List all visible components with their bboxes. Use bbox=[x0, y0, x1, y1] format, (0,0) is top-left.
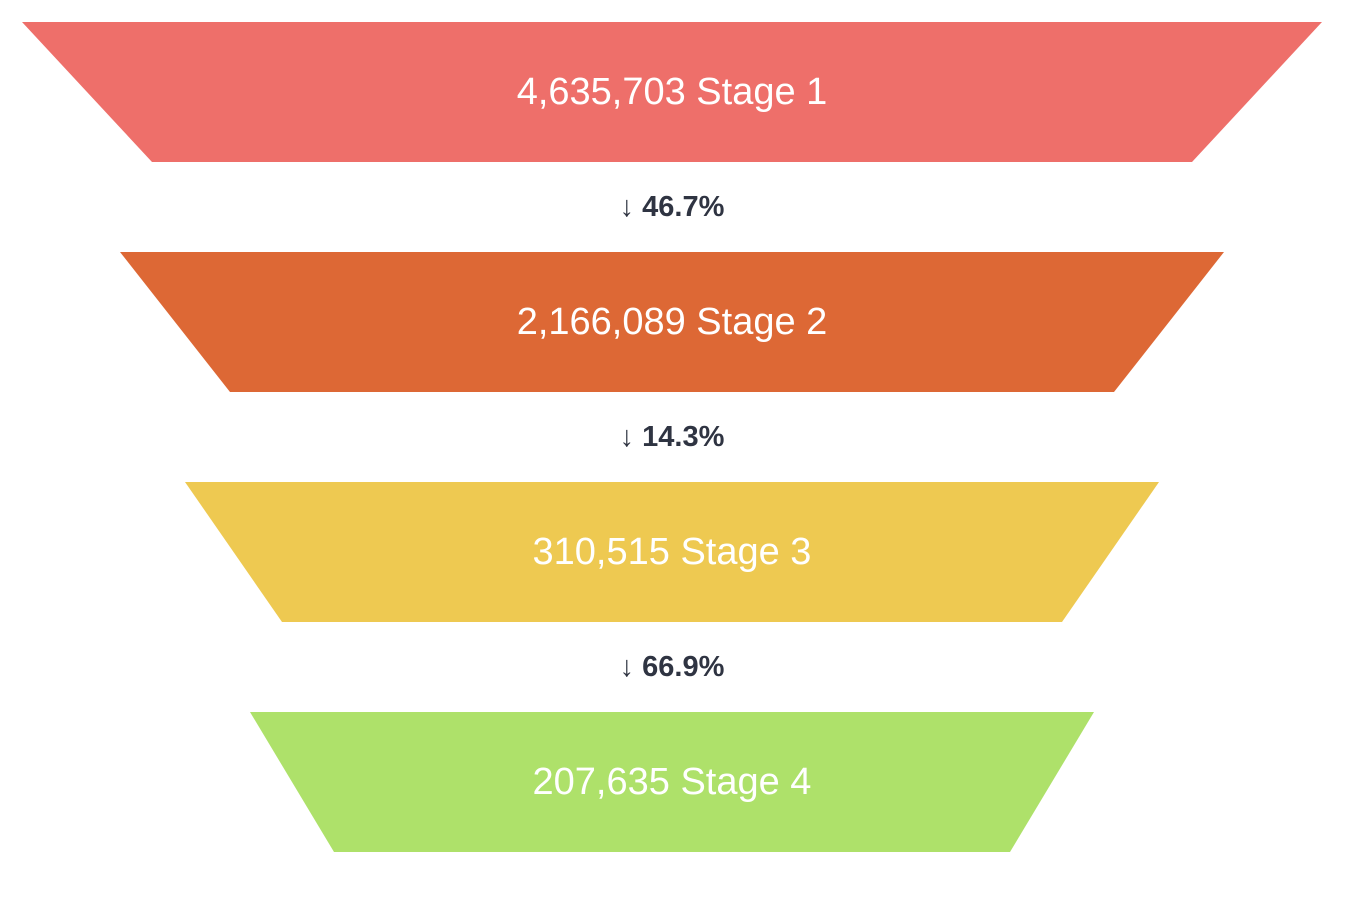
funnel-stage-3-label: 310,515 Stage 3 bbox=[533, 531, 812, 573]
conversion-rate-2: ↓ 14.3% bbox=[620, 421, 725, 453]
funnel-stage-1 bbox=[22, 22, 1322, 162]
funnel-stage-4 bbox=[250, 712, 1094, 852]
funnel-stage-3 bbox=[185, 482, 1159, 622]
conversion-rate-3: ↓ 66.9% bbox=[620, 651, 725, 683]
funnel-stage-4-label: 207,635 Stage 4 bbox=[533, 761, 812, 803]
conversion-rate-1: ↓ 46.7% bbox=[620, 191, 725, 223]
funnel-stage-2-label: 2,166,089 Stage 2 bbox=[517, 301, 828, 343]
funnel-stage-2 bbox=[120, 252, 1224, 392]
funnel-stage-1-label: 4,635,703 Stage 1 bbox=[517, 71, 828, 113]
